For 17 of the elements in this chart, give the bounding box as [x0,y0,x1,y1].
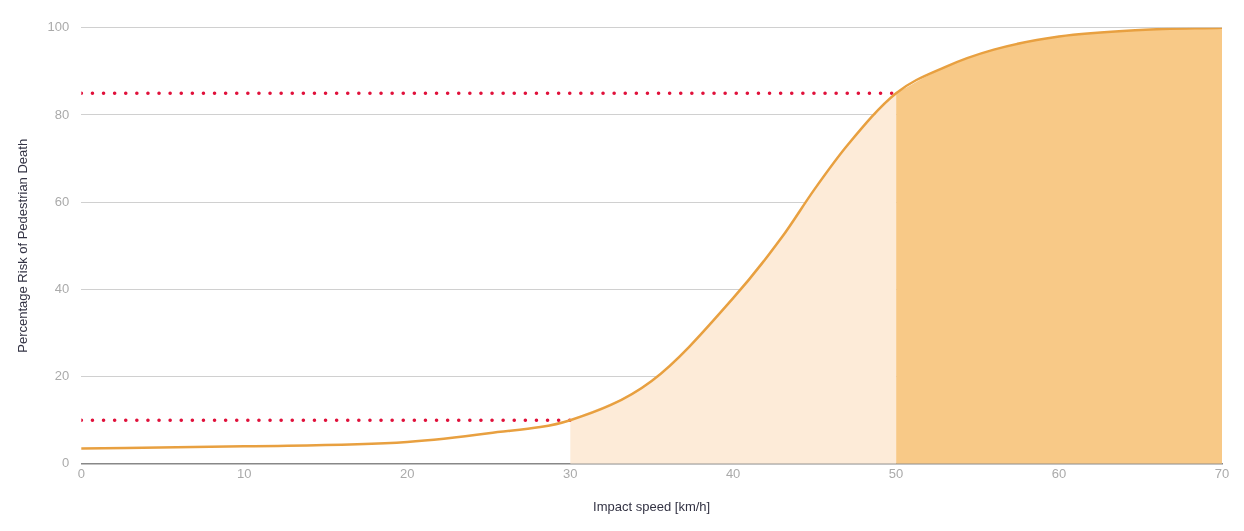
x-tick-label: 50 [888,466,904,482]
y-tick-label: 80 [54,106,70,122]
x-tick-label: 40 [725,466,741,482]
line-series [81,27,1222,450]
x-tick-label: 70 [1214,466,1230,482]
y-tick-label: 100 [47,19,70,35]
x-axis-title: Impact speed [km/h] [593,498,711,514]
x-tick-label: 30 [562,466,578,482]
x-tick-label: 10 [237,466,252,482]
y-axis-title: Percentage Risk of Pedestrian Death [15,138,31,353]
y-tick-label: 20 [54,368,70,384]
x-tick-label: 0 [77,466,85,482]
y-tick-label: 40 [54,280,70,296]
y-tick-label: 0 [62,455,70,471]
x-tick-label: 20 [399,466,415,482]
y-tick-label: 60 [54,193,70,209]
x-tick-label: 60 [1051,466,1067,482]
